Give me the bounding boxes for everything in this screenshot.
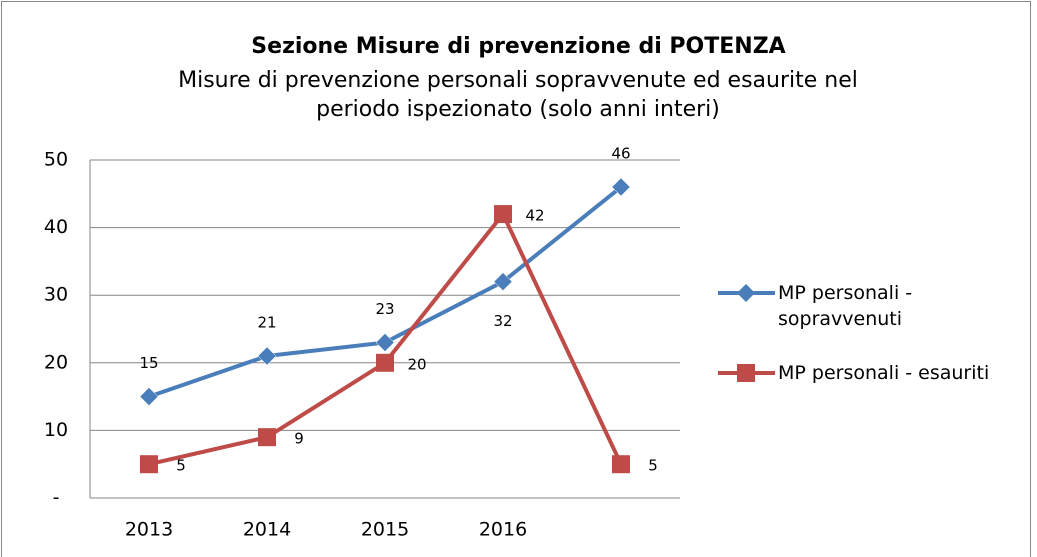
legend-marker [737, 364, 755, 382]
marker [493, 272, 513, 292]
y-tick-label: 20 [44, 351, 68, 373]
data-label: 20 [407, 355, 426, 373]
chart-title: Sezione Misure di prevenzione di POTENZA [251, 34, 786, 59]
marker [258, 428, 276, 447]
marker [375, 333, 395, 352]
data-label: 23 [375, 300, 394, 318]
legend-label: MP personali - sopravvenuti [778, 282, 913, 330]
y-tick-label: 50 [44, 149, 68, 171]
data-label: 46 [611, 145, 630, 163]
y-tick-label: 10 [44, 419, 68, 441]
chart-subtitle: Misure di prevenzione personali sopravve… [178, 68, 858, 122]
marker [257, 346, 277, 366]
marker [494, 205, 512, 224]
data-label: 9 [294, 430, 304, 448]
data-label: 15 [139, 354, 158, 372]
x-tick-label: 2016 [479, 519, 527, 541]
marker [376, 353, 394, 372]
y-tick-label: 40 [44, 216, 68, 238]
data-label: 42 [525, 207, 544, 225]
x-tick-label: 2013 [125, 519, 173, 541]
data-label: 21 [257, 314, 276, 332]
data-label: 5 [176, 457, 186, 475]
x-tick-label: 2014 [243, 519, 291, 541]
legend-marker [737, 284, 755, 302]
data-label: 32 [493, 312, 512, 330]
marker [611, 177, 631, 197]
marker [139, 387, 159, 406]
y-tick-label: 30 [44, 284, 68, 306]
data-label: 5 [648, 457, 658, 475]
marker [140, 455, 158, 474]
y-tick-label: - [53, 487, 60, 509]
x-tick-label: 2015 [361, 519, 409, 541]
legend-label: MP personali - esauriti [778, 362, 990, 384]
marker [612, 455, 630, 474]
